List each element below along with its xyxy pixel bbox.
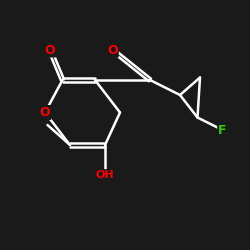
Text: OH: OH bbox=[96, 170, 114, 180]
Text: O: O bbox=[45, 44, 55, 57]
Text: F: F bbox=[218, 124, 227, 136]
Text: O: O bbox=[40, 106, 50, 119]
Text: O: O bbox=[107, 44, 118, 57]
